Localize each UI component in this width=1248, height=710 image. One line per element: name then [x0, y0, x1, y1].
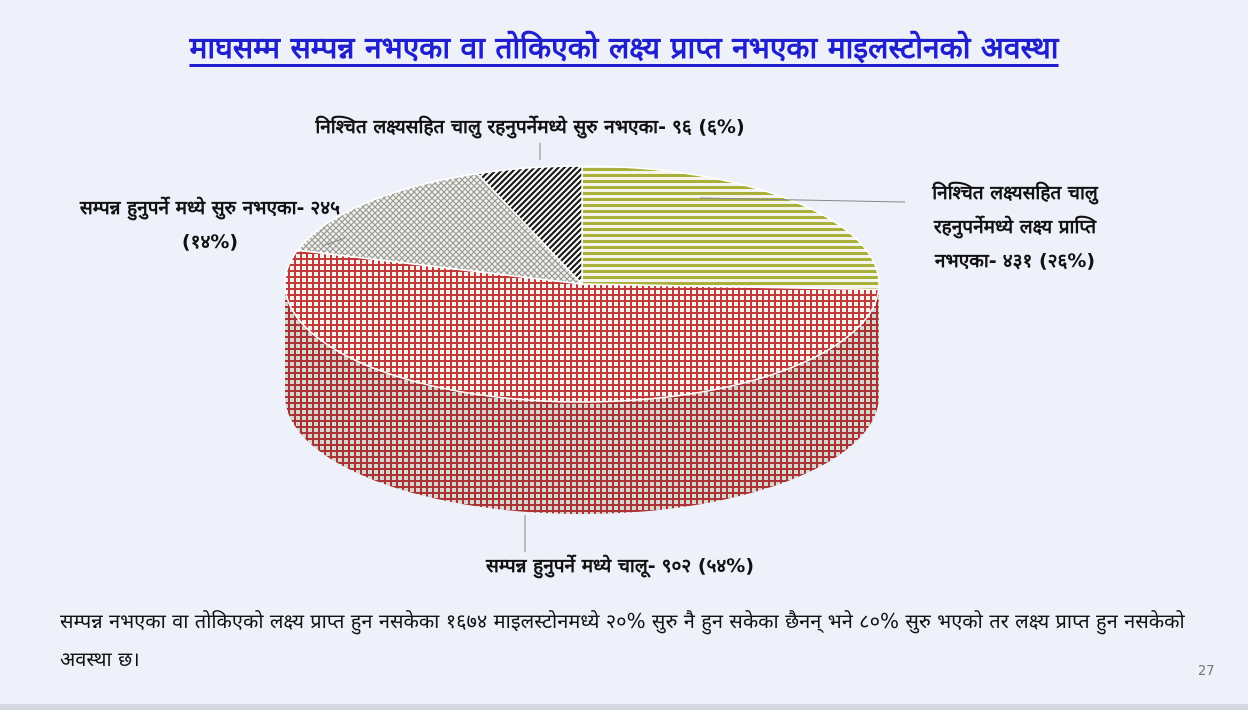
slice-side-face — [285, 284, 879, 514]
note: सम्पन्न नभएका वा तोकिएको लक्ष्य प्राप्त … — [60, 609, 1185, 671]
slice-side-shade — [285, 284, 879, 514]
value-label: ४३१ (२६%) — [1002, 250, 1096, 272]
slice-label: निश्चित लक्ष्यसहित चालु रहनुपर्नेमध्ये ल… — [900, 176, 1130, 278]
slice — [284, 249, 880, 403]
slice — [581, 165, 880, 291]
category-label: निश्चित लक्ष्यसहित चालु रहनुपर्नेमध्ये स… — [315, 116, 666, 138]
slice-label: सम्पन्न हुनुपर्ने मध्ये सुरु नभएका- २४५ (… — [55, 191, 365, 259]
value-label: २४५ (१४%) — [181, 197, 341, 253]
pie-sides — [285, 284, 879, 514]
value-label: ९६ (६%) — [671, 116, 745, 138]
slide-title: माघसम्म सम्पन्न नभएका वा तोकिएको लक्ष्य … — [189, 31, 1059, 66]
slice-label: सम्पन्न हुनुपर्ने मध्ये चालू- ९०२ (५४%) — [380, 549, 860, 583]
value-label: ९०२ (५४%) — [661, 555, 755, 577]
slice — [296, 172, 584, 285]
category-label: सम्पन्न हुनुपर्ने मध्ये सुरु नभएका- — [79, 197, 305, 219]
category-label: निश्चित लक्ष्यसहित चालु रहनुपर्नेमध्ये ल… — [932, 182, 1098, 272]
leader-lines — [321, 143, 906, 552]
slice-side — [285, 284, 879, 514]
slice — [475, 165, 583, 286]
page-number: 27 — [1198, 664, 1215, 679]
bottom-bar — [0, 704, 1248, 710]
pie-tops — [284, 165, 880, 403]
category-label: सम्पन्न हुनुपर्ने मध्ये चालू- — [485, 555, 656, 577]
leader-line — [321, 237, 346, 247]
leader-line — [699, 197, 906, 203]
slice-label: निश्चित लक्ष्यसहित चालु रहनुपर्नेमध्ये स… — [220, 110, 840, 144]
